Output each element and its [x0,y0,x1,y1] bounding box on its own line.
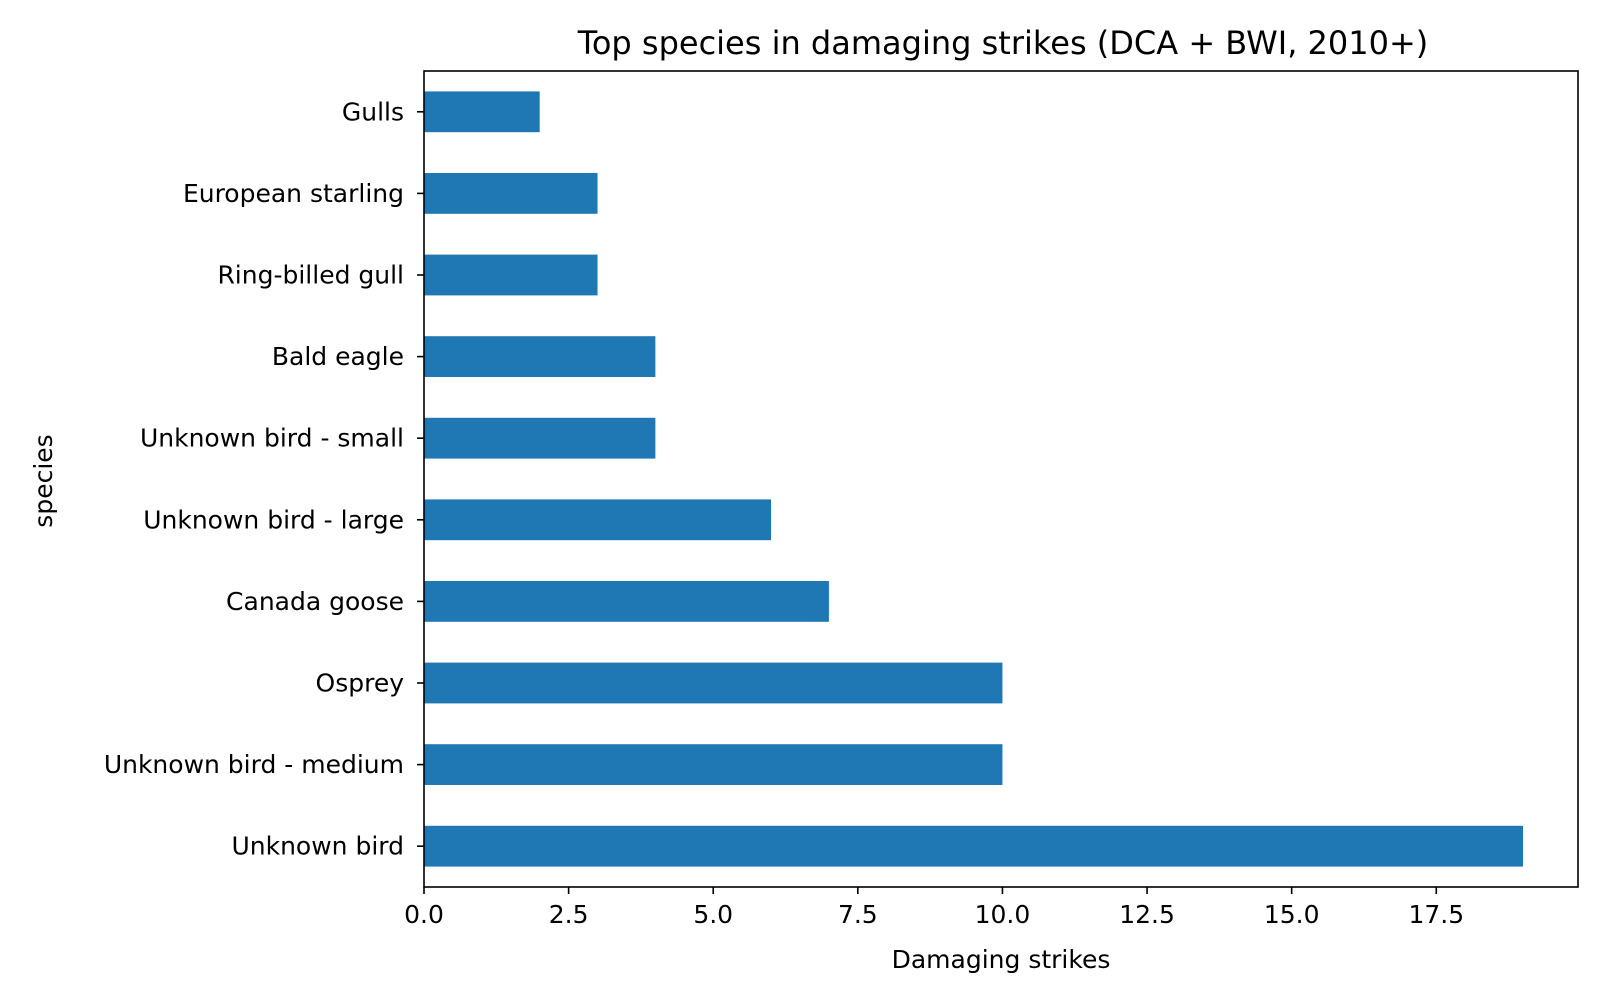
y-tick-label-unknown-bird-small: Unknown bird - small [140,424,404,453]
y-tick-label-european-starling: European starling [183,179,404,208]
y-tick-label-unknown-bird-large: Unknown bird - large [143,505,404,534]
y-tick-label-bald-eagle: Bald eagle [272,342,404,371]
x-tick-label: 10.0 [975,900,1031,929]
x-tick-label: 17.5 [1408,900,1464,929]
bar-unknown-bird-small [424,417,656,459]
x-axis-label: Damaging strikes [892,945,1111,974]
y-tick-label-ring-billed-gull: Ring-billed gull [217,261,404,290]
bar-gulls [424,91,540,133]
x-tick-label: 2.5 [549,900,589,929]
bar-unknown-bird-medium [424,744,1003,785]
bars-group [424,91,1524,867]
bar-ring-billed-gull [424,254,598,296]
x-tick-label: 15.0 [1264,900,1320,929]
y-tick-label-unknown-bird: Unknown bird [231,832,404,861]
y-tick-label-canada-goose: Canada goose [226,587,404,616]
bar-bald-eagle [424,336,656,377]
y-tick-label-gulls: Gulls [342,97,404,126]
bar-unknown-bird-large [424,499,772,541]
x-tick-label: 0.0 [404,900,444,929]
x-axis-ticks: 0.0 2.5 5.0 7.5 10.0 12.5 15.0 17.5 [404,887,1464,929]
bar-canada-goose [424,581,829,622]
chart-title: Top species in damaging strikes (DCA + B… [577,24,1429,62]
y-tick-label-unknown-bird-medium: Unknown bird - medium [104,750,404,779]
y-tick-label-osprey: Osprey [316,669,405,698]
y-axis-label: species [29,434,58,527]
plot-frame [423,70,1579,888]
bar-european-starling [424,173,598,214]
x-tick-label: 12.5 [1119,900,1175,929]
y-axis-ticks: Unknown bird Unknown bird - medium Osprey C… [104,97,424,861]
x-tick-label: 5.0 [693,900,733,929]
x-tick-label: 7.5 [838,900,878,929]
bar-unknown-bird [424,825,1524,867]
bar-osprey [424,662,1003,704]
